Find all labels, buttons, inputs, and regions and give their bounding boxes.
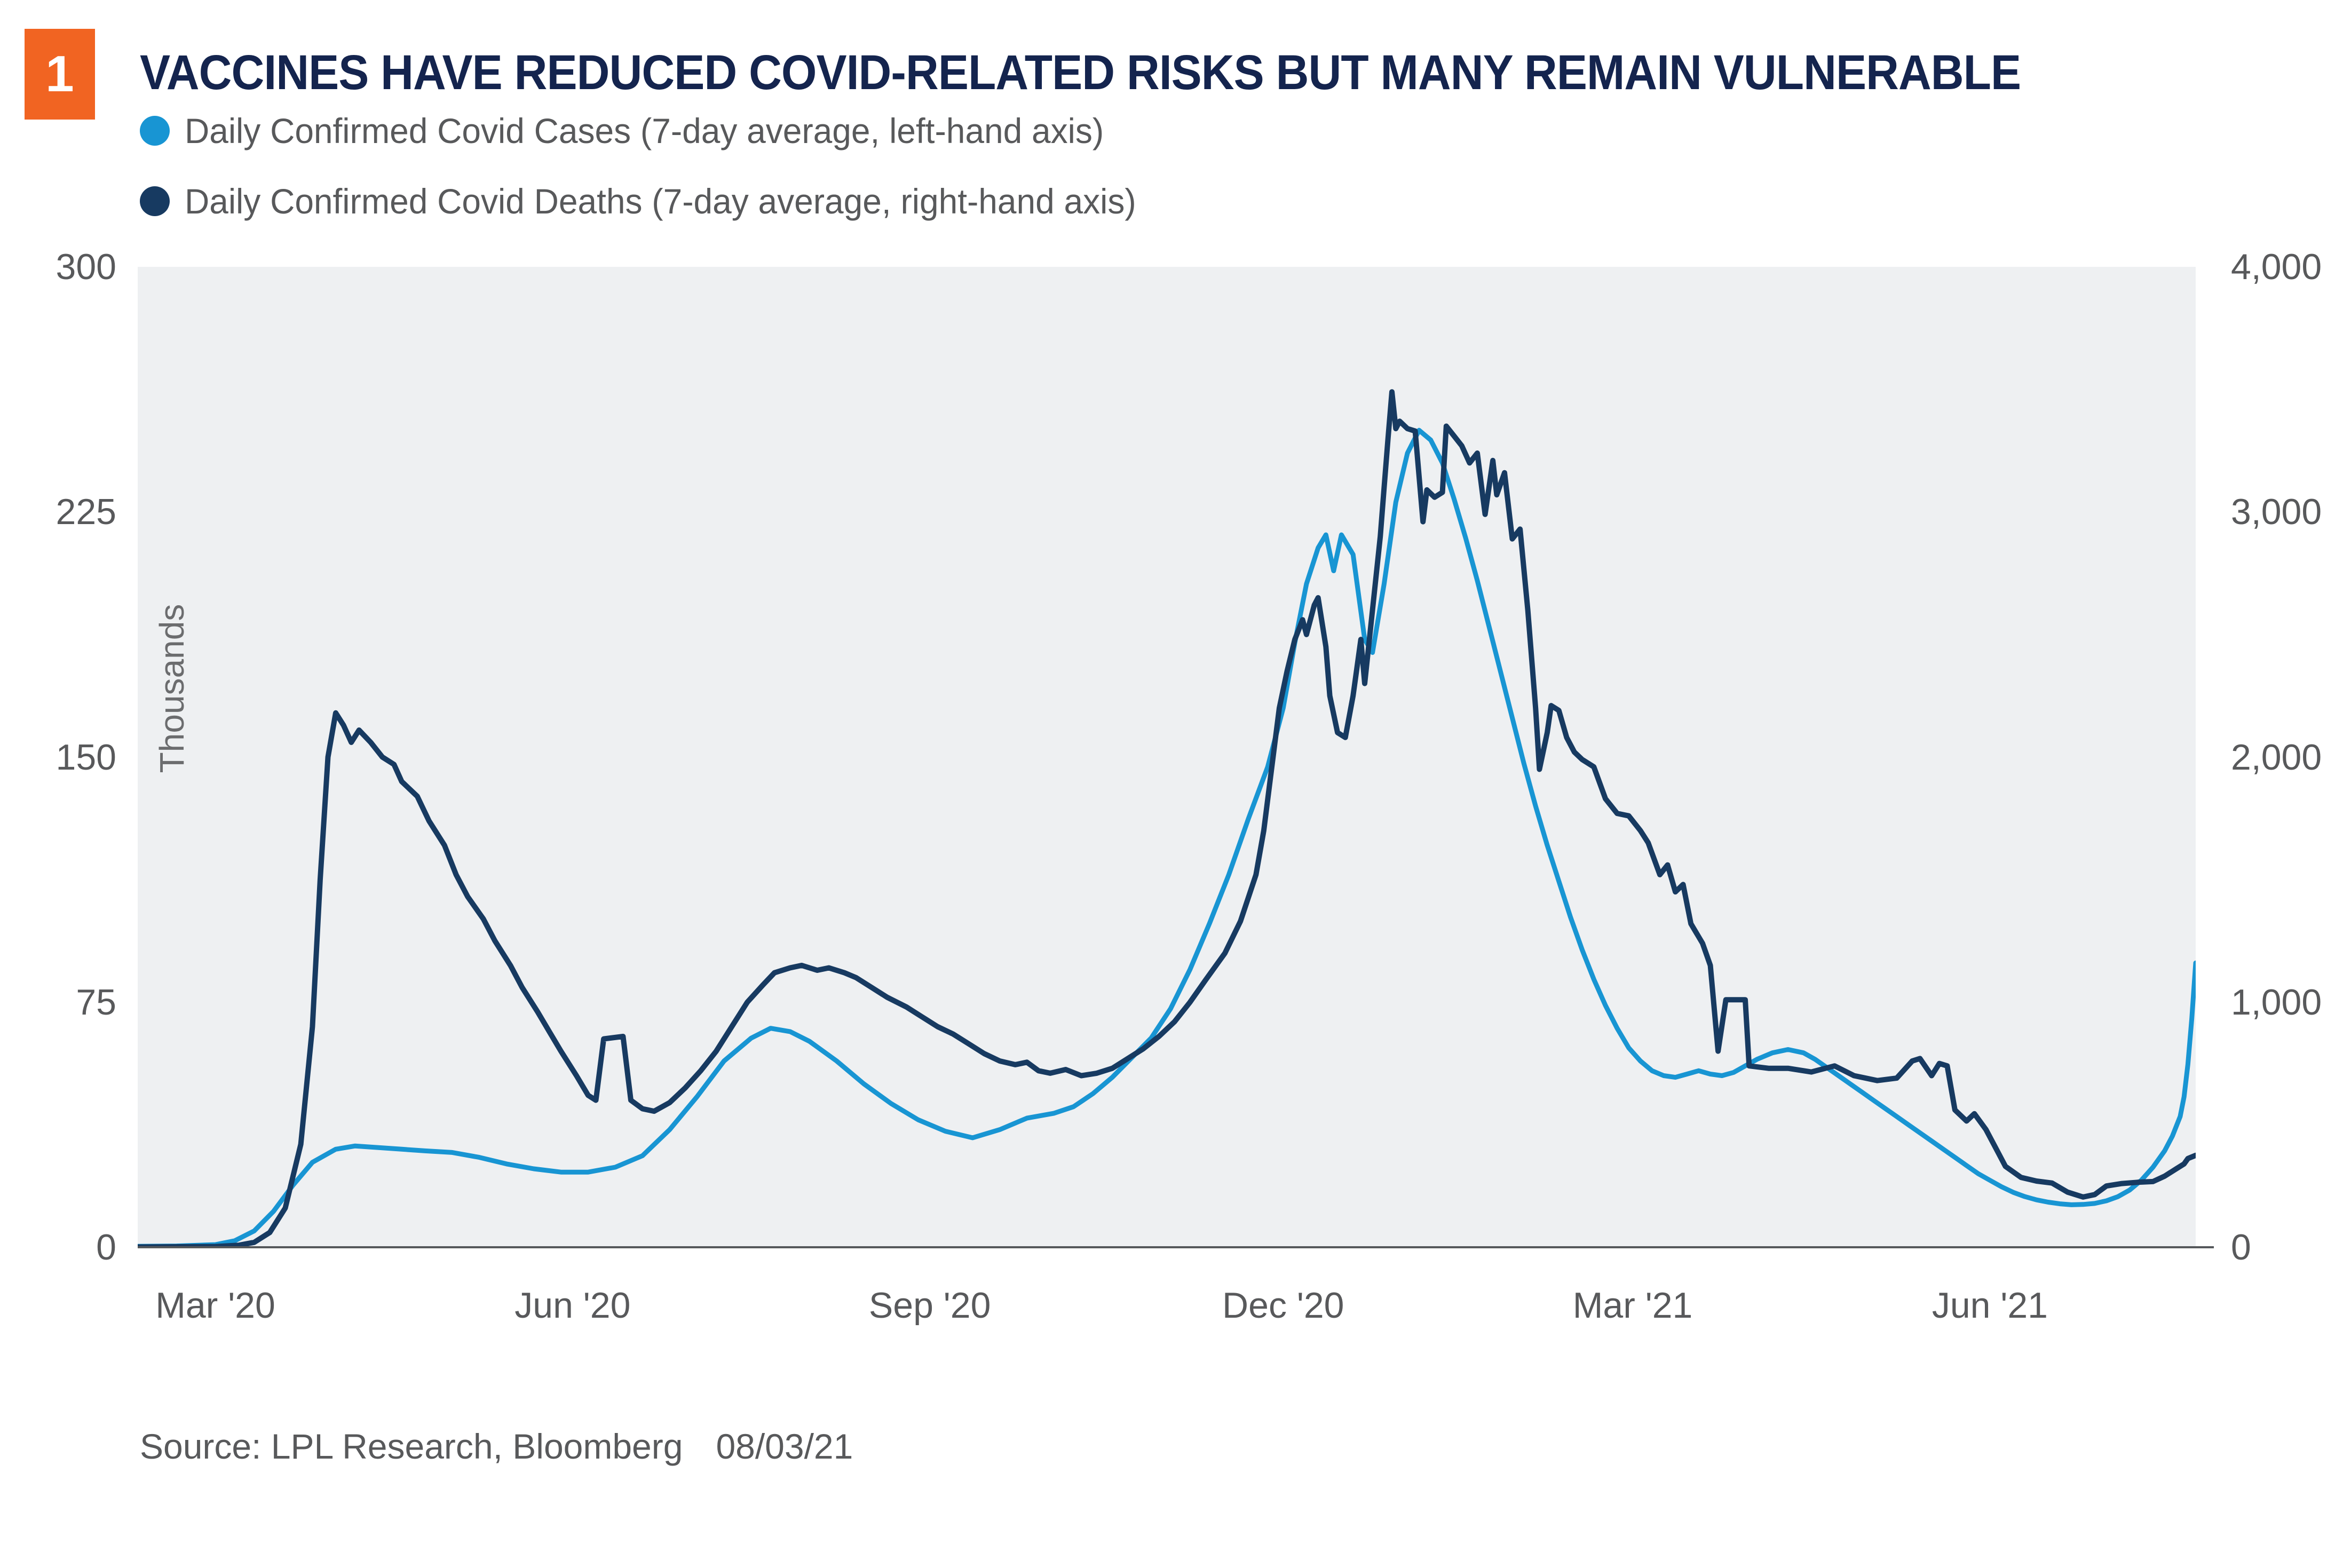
legend-item-deaths-label: Daily Confirmed Covid Deaths (7-day aver… xyxy=(185,181,1136,221)
source-text: Source: LPL Research, Bloomberg xyxy=(140,1427,683,1466)
x-axis-tick-Sep-20: Sep '20 xyxy=(868,1285,991,1326)
right-axis-tick-1000: 1,000 xyxy=(2231,981,2322,1023)
right-axis-tick-2000: 2,000 xyxy=(2231,737,2322,778)
x-axis-tick-Mar-21: Mar '21 xyxy=(1572,1285,1693,1326)
as-of-date: 08/03/21 xyxy=(716,1427,853,1466)
left-axis-tick-0: 0 xyxy=(96,1227,116,1268)
left-axis-tick-150: 150 xyxy=(56,737,116,778)
deaths-legend-dot-icon xyxy=(140,186,170,216)
figure-number-badge: 1 xyxy=(25,29,95,120)
x-axis-tick-Jun-20: Jun '20 xyxy=(514,1285,631,1326)
legend-item-cases-label: Daily Confirmed Covid Cases (7-day avera… xyxy=(185,111,1104,151)
right-axis-tick-3000: 3,000 xyxy=(2231,492,2322,533)
left-axis-title: Thousands xyxy=(153,604,191,773)
line-chart-plot xyxy=(138,389,2196,1247)
page-title: VACCINES HAVE REDUCED COVID-RELATED RISK… xyxy=(140,45,2021,100)
source-line: Source: LPL Research, Bloomberg 08/03/21 xyxy=(140,1426,853,1467)
cases-line xyxy=(138,427,2196,1247)
legend-item-cases: Daily Confirmed Covid Cases (7-day avera… xyxy=(140,111,1132,151)
right-axis-tick-0: 0 xyxy=(2231,1227,2251,1268)
left-axis-tick-225: 225 xyxy=(56,492,116,533)
x-axis-tick-Mar-20: Mar '20 xyxy=(155,1285,275,1326)
right-axis-tick-4000: 4,000 xyxy=(2231,247,2322,287)
deaths-line xyxy=(138,389,2196,1247)
cases-legend-dot-icon xyxy=(140,116,170,146)
legend-item-deaths: Daily Confirmed Covid Deaths (7-day aver… xyxy=(140,181,1166,221)
left-axis-tick-75: 75 xyxy=(76,981,116,1023)
x-axis-tick-Jun-21: Jun '21 xyxy=(1932,1285,2048,1326)
figure-number: 1 xyxy=(45,45,74,102)
x-axis-tick-Dec-20: Dec '20 xyxy=(1222,1285,1344,1326)
left-axis-tick-300: 300 xyxy=(56,247,116,287)
x-axis-line xyxy=(138,1246,2214,1248)
